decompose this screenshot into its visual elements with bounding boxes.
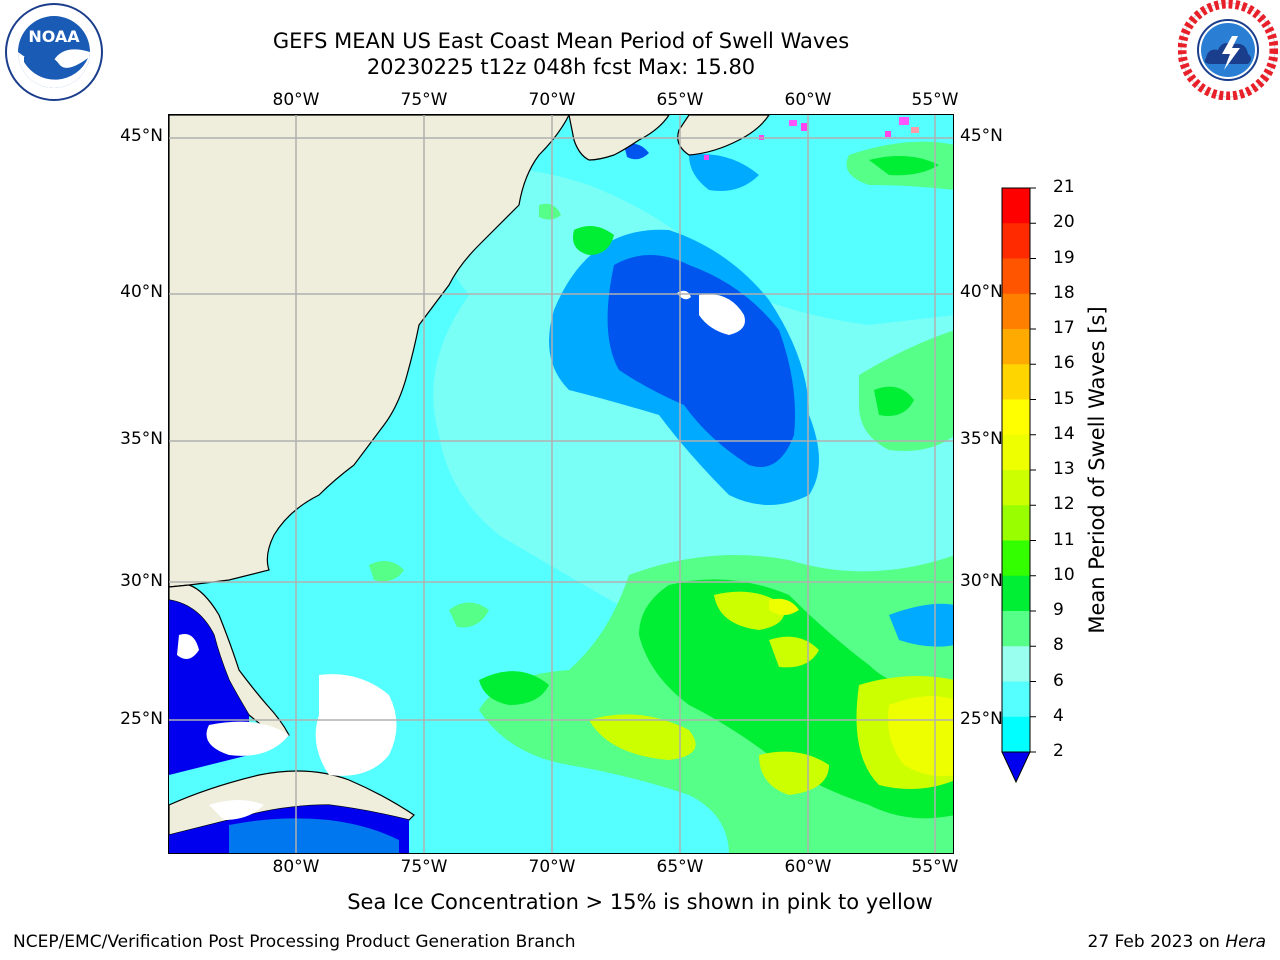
footer-date: 27 Feb 2023 on Hera [1088, 932, 1266, 952]
lat-label-right-35n: 35°N [960, 429, 1003, 449]
lon-label-bottom-75w: 75°W [400, 857, 448, 877]
lon-label-top-70w: 70°W [528, 90, 576, 110]
colorbar-swatch [1002, 223, 1030, 259]
chart-title: GEFS MEAN US East Coast Mean Period of S… [272, 29, 850, 53]
colorbar-tick-label: 4 [1053, 705, 1064, 726]
noaa-logo-icon: NOAA [4, 2, 104, 102]
colorbar-swatch [1002, 364, 1030, 400]
graticule [169, 115, 953, 853]
green-patch-north-1 [573, 226, 614, 255]
colorbar-tick-label: 16 [1053, 353, 1075, 374]
us-landmass [169, 115, 570, 588]
colorbar-tick-label: 11 [1053, 529, 1075, 550]
nws-logo-icon [1177, 0, 1279, 101]
colorbar-swatch [1002, 505, 1030, 541]
colorbar-tick-label: 13 [1053, 459, 1075, 479]
lat-label-right-30n: 30°N [960, 571, 1003, 591]
colorbar [1000, 186, 1036, 786]
lon-label-top-60w: 60°W [784, 90, 832, 110]
lat-label-right-45n: 45°N [960, 126, 1003, 146]
colorbar-swatch [1002, 293, 1030, 330]
lat-label-left-40n: 40°N [120, 282, 163, 302]
colorbar-tick-label: 19 [1053, 247, 1075, 268]
colorbar-swatch [1002, 540, 1030, 577]
colorbar-title: Mean Period of Swell Waves [s] [1085, 306, 1109, 634]
colorbar-tick-label: 12 [1053, 494, 1075, 515]
yellowgreen-patch-2 [589, 714, 696, 760]
lon-label-top-65w: 65°W [656, 90, 704, 110]
lon-label-top-55w: 55°W [911, 90, 959, 110]
colorbar-swatch [1002, 188, 1030, 224]
lon-label-bottom-80w: 80°W [272, 857, 320, 877]
colorbar-extend-triangle [1001, 751, 1031, 784]
sea-ice-pixel [789, 120, 797, 126]
lat-label-left-25n: 25°N [120, 709, 163, 729]
colorbar-tick-label: 9 [1053, 600, 1064, 620]
map-canvas [169, 115, 953, 853]
colorbar-tick-label: 10 [1053, 564, 1075, 585]
lat-label-right-40n: 40°N [960, 282, 1003, 302]
colorbar-tick-label: 21 [1053, 177, 1075, 197]
colorbar-swatch [1002, 611, 1030, 647]
colorbar-tick-label: 2 [1053, 741, 1064, 761]
yellowgreen-patch-1 [714, 591, 785, 630]
lon-label-top-75w: 75°W [400, 90, 448, 110]
blue-region-2s [607, 255, 795, 467]
swell-period-map [168, 114, 954, 854]
colorbar-swatch [1002, 258, 1030, 295]
footer-date-text: 27 Feb 2023 on [1087, 932, 1226, 952]
chart-subtitle: 20230225 t12z 048h fcst Max: 15.80 [366, 55, 756, 79]
lat-label-left-30n: 30°N [120, 571, 163, 591]
colorbar-swatch [1002, 329, 1030, 365]
lon-label-bottom-70w: 70°W [528, 857, 576, 877]
colorbar-swatch [1002, 575, 1030, 612]
colorbar-tick-label: 17 [1053, 318, 1075, 338]
lat-label-left-35n: 35°N [120, 429, 163, 449]
max-yellow-area [888, 696, 953, 777]
lon-label-top-80w: 80°W [272, 90, 320, 110]
colorbar-swatch [1002, 716, 1030, 753]
sea-ice-caption: Sea Ice Concentration > 15% is shown in … [347, 890, 933, 914]
lat-label-left-45n: 45°N [120, 126, 163, 146]
colorbar-tick-label: 15 [1053, 388, 1075, 409]
colorbar-tick-label: 20 [1053, 212, 1075, 233]
footer-host: Hera [1225, 932, 1266, 952]
lon-label-bottom-60w: 60°W [784, 857, 832, 877]
svg-text:NOAA: NOAA [28, 27, 80, 46]
bahamas-shoal-white [315, 674, 397, 776]
low-period-hole [699, 294, 745, 335]
nova-scotia-land [677, 115, 770, 156]
colorbar-swatch [1002, 399, 1030, 436]
colorbar-tick-label: 14 [1053, 423, 1075, 444]
colorbar-swatch [1002, 646, 1030, 682]
colorbar-swatches [1001, 187, 1036, 784]
lat-label-right-25n: 25°N [960, 709, 1003, 729]
colorbar-tick-label: 8 [1053, 635, 1064, 656]
lon-label-bottom-55w: 55°W [911, 857, 959, 877]
colorbar-swatch [1002, 681, 1030, 718]
green-patch-east [859, 330, 953, 451]
colorbar-swatch [1002, 434, 1030, 471]
colorbar-tick-label: 18 [1053, 282, 1075, 303]
colorbar-swatch [1002, 470, 1030, 506]
colorbar-tick-label: 6 [1053, 670, 1064, 691]
blue-patch-gulf-of-maine [689, 154, 759, 191]
footer-organization: NCEP/EMC/Verification Post Processing Pr… [13, 932, 576, 952]
lon-label-bottom-65w: 65°W [656, 857, 704, 877]
